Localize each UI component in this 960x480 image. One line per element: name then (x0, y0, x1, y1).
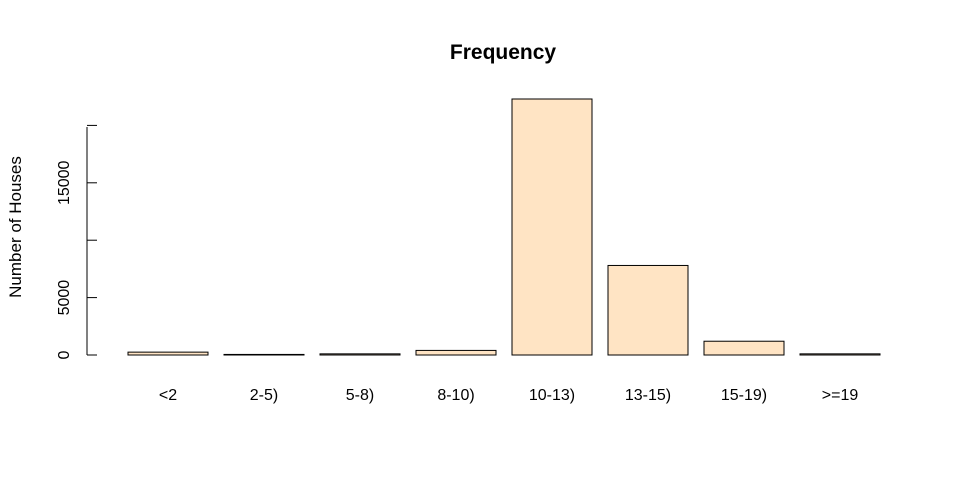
x-tick-label: <2 (159, 387, 177, 404)
x-tick-label: 10-13) (529, 387, 575, 404)
bar (415, 349, 497, 356)
x-tick-label: 8-10) (437, 387, 474, 404)
y-tick-label: 15000 (56, 160, 73, 205)
bar (127, 351, 209, 356)
x-tick-label: 13-15) (625, 387, 671, 404)
x-tick-label: >=19 (822, 387, 859, 404)
bar (607, 264, 689, 356)
bar (223, 353, 305, 356)
bar (319, 353, 401, 356)
bar (511, 98, 593, 356)
x-tick-label: 2-5) (250, 387, 278, 404)
y-axis-ticks: 0 5000 15000 (56, 124, 97, 359)
bar (703, 340, 785, 356)
y-tick-label: 5000 (56, 280, 73, 316)
bars-group (127, 98, 881, 356)
y-axis-label: Number of Houses (6, 156, 25, 298)
chart-title: Frequency (450, 41, 557, 64)
x-tick-label: 15-19) (721, 387, 767, 404)
bar (799, 353, 881, 356)
x-tick-label: 5-8) (346, 387, 374, 404)
y-tick-label: 0 (56, 350, 73, 359)
x-axis-labels: <2 2-5) 5-8) 8-10) 10-13) 13-15) 15-19) >=19 (159, 387, 858, 404)
